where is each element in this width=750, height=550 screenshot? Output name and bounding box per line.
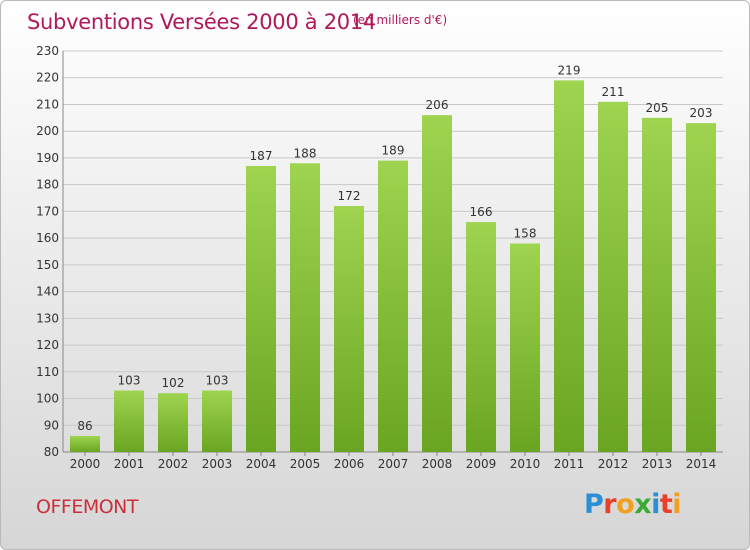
- bar: [686, 123, 716, 453]
- bar: [246, 165, 276, 452]
- y-tick-label: 200: [36, 124, 59, 138]
- proxiti-logo: Proxiti: [584, 489, 682, 520]
- x-tick-label: 2013: [642, 457, 673, 471]
- bar: [422, 115, 452, 452]
- data-label: 166: [470, 205, 493, 219]
- data-label: 211: [602, 85, 625, 99]
- data-label: 189: [382, 144, 405, 158]
- x-tick-label: 2005: [290, 457, 321, 471]
- bar: [158, 393, 188, 452]
- data-label: 203: [690, 106, 713, 120]
- data-label: 102: [162, 376, 185, 390]
- x-tick-label: 2007: [378, 457, 409, 471]
- x-tick-label: 2001: [114, 457, 145, 471]
- data-label: 103: [118, 374, 141, 388]
- y-tick-label: 80: [44, 445, 59, 459]
- commune-name: OFFEMONT: [36, 496, 138, 518]
- data-label: 172: [338, 189, 361, 203]
- y-tick-label: 170: [36, 204, 59, 218]
- data-label: 206: [426, 98, 449, 112]
- y-tick-label: 120: [36, 338, 59, 352]
- x-tick-label: 2008: [422, 457, 453, 471]
- x-tick-label: 2012: [598, 457, 629, 471]
- bar: [598, 101, 628, 452]
- bar: [334, 206, 364, 452]
- x-tick-label: 2006: [334, 457, 365, 471]
- bar: [466, 222, 496, 452]
- x-tick-label: 2010: [510, 457, 541, 471]
- y-tick-label: 110: [36, 365, 59, 379]
- x-tick-label: 2003: [202, 457, 233, 471]
- data-label: 219: [558, 63, 581, 77]
- data-label: 188: [294, 146, 317, 160]
- bar: [510, 243, 540, 452]
- data-label: 158: [514, 226, 537, 240]
- x-tick-label: 2009: [466, 457, 497, 471]
- data-label: 86: [77, 419, 92, 433]
- x-tick-label: 2000: [70, 457, 101, 471]
- x-tick-label: 2004: [246, 457, 277, 471]
- data-label: 205: [646, 101, 669, 115]
- y-tick-label: 130: [36, 311, 59, 325]
- data-label: 187: [250, 149, 273, 163]
- data-label: 103: [206, 374, 229, 388]
- y-tick-label: 190: [36, 151, 59, 165]
- x-tick-label: 2014: [686, 457, 717, 471]
- unit-label: (en milliers d'€): [353, 13, 448, 27]
- chart-title: Subventions Versées 2000 à 2014: [27, 10, 376, 34]
- bar: [114, 390, 144, 452]
- y-tick-label: 140: [36, 285, 59, 299]
- x-tick-label: 2011: [554, 457, 585, 471]
- bar: [554, 80, 584, 452]
- x-tick-label: 2002: [158, 457, 189, 471]
- bar: [378, 160, 408, 452]
- y-tick-label: 150: [36, 258, 59, 272]
- bar: [70, 435, 100, 452]
- y-tick-label: 210: [36, 97, 59, 111]
- y-tick-label: 180: [36, 178, 59, 192]
- y-tick-label: 90: [44, 418, 59, 432]
- y-tick-label: 220: [36, 71, 59, 85]
- bar: [202, 390, 232, 452]
- y-tick-label: 160: [36, 231, 59, 245]
- bar: [290, 163, 320, 452]
- y-tick-label: 230: [36, 44, 59, 58]
- bar: [642, 117, 672, 452]
- y-tick-label: 100: [36, 392, 59, 406]
